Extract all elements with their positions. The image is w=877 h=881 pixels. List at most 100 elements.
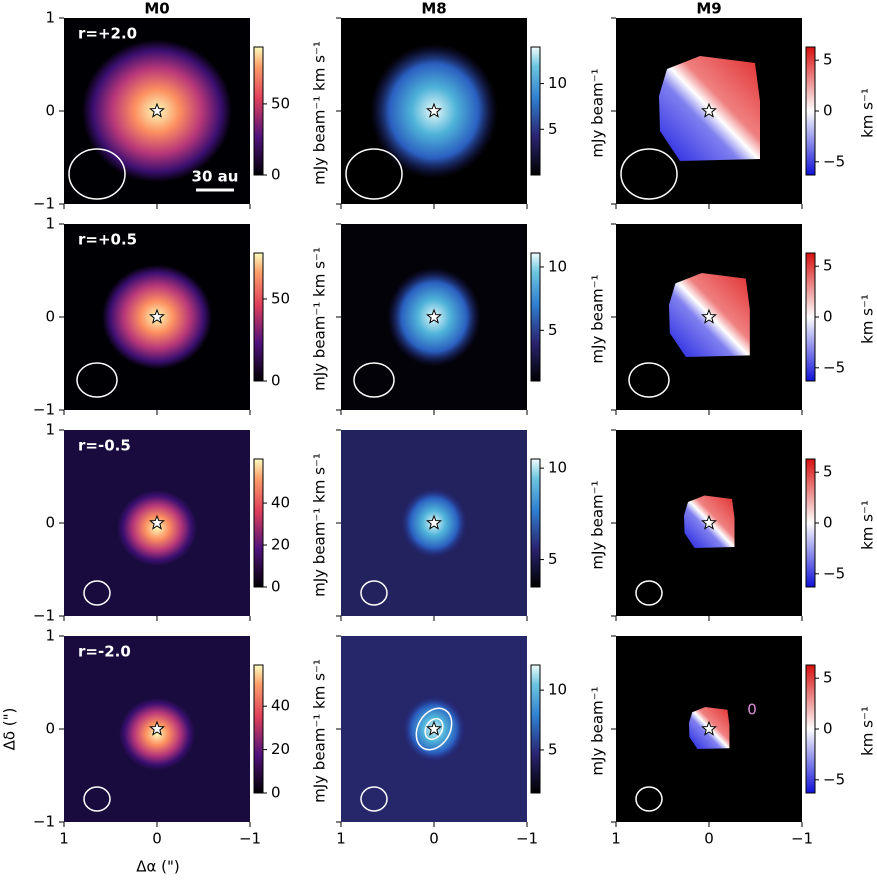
x-tick-label: −1 [239,830,261,848]
colorbar-tick-label: 5 [548,550,558,568]
beam [360,580,388,606]
colorbar [805,252,816,382]
colorbar [530,252,541,382]
star-marker [426,720,442,736]
colorbar-tick-label: 5 [823,463,833,481]
y-tick-label: −1 [33,813,55,831]
colorbar-tick-label: 0 [271,578,281,596]
x-axis-label: Δα (") [136,858,180,876]
colorbar-label: km s⁻¹ [859,294,877,344]
row-label: r=-0.5 [78,437,131,455]
colorbar-tick-label: 40 [271,697,290,715]
colorbar-tick-label: 0 [823,308,833,326]
colorbar-tick-label: −5 [823,564,845,582]
beam [628,362,670,398]
x-tick-label: 1 [611,830,621,848]
colorbar [253,458,264,588]
x-tick-label: −1 [791,830,813,848]
star-marker [701,308,717,324]
colorbar-tick-label: 10 [548,257,567,275]
beam [360,786,388,812]
beam [83,786,111,812]
star-marker [701,514,717,530]
colorbar-tick-label: 5 [823,669,833,687]
star-marker [149,308,165,324]
y-tick-label: 1 [45,421,55,439]
contour [424,717,444,741]
beam [68,148,126,200]
colorbar-tick-label: 40 [271,494,290,512]
colorbar-tick-label: 5 [548,120,558,138]
colorbar-tick-label: 20 [271,536,290,554]
colorbar [805,46,816,176]
colorbar-tick-label: 0 [271,166,281,184]
beam [76,362,118,398]
star-marker [149,720,165,736]
beam [345,148,403,200]
y-tick-label: −1 [33,607,55,625]
colorbar [530,46,541,176]
beam [83,580,111,606]
beam [635,786,663,812]
colorbar-tick-label: 0 [271,784,281,802]
colorbar-label: mJy beam⁻¹ km s⁻¹ [311,453,329,597]
star-marker [426,308,442,324]
beam [635,580,663,606]
star-marker [701,102,717,118]
scale-bar-label: 30 au [192,168,239,186]
contour-label: 0 [747,701,757,719]
star-marker [149,102,165,118]
colorbar-tick-label: 10 [548,681,567,699]
colorbar-label: km s⁻¹ [859,88,877,138]
x-tick-label: −1 [516,830,538,848]
emission-blob [119,697,195,771]
colorbar-label: km s⁻¹ [859,500,877,550]
y-tick-label: −1 [33,401,55,419]
colorbar-label: mJy beam⁻¹ [589,68,607,157]
star-marker [701,720,717,736]
colorbar [253,664,264,794]
colorbar-tick-label: 20 [271,740,290,758]
colorbar-tick-label: 0 [823,514,833,532]
y-tick-label: 1 [45,215,55,233]
row-label: r=+0.5 [78,231,137,249]
y-tick-label: 0 [45,308,55,326]
y-tick-label: −1 [33,195,55,213]
column-title: M0 [144,0,169,18]
emission-blob [117,490,197,566]
colorbar-tick-label: 5 [823,257,833,275]
colorbar [530,458,541,588]
beam [353,362,395,398]
y-tick-label: 1 [45,627,55,645]
colorbar-tick-label: −5 [823,358,845,376]
colorbar-tick-label: 5 [823,51,833,69]
y-tick-label: 1 [45,9,55,27]
y-tick-label: 0 [45,720,55,738]
colorbar [253,252,264,382]
star-marker [426,514,442,530]
row-label: r=+2.0 [78,25,137,43]
colorbar-label: mJy beam⁻¹ km s⁻¹ [311,41,329,185]
colorbar-tick-label: −5 [823,152,845,170]
colorbar-label: mJy beam⁻¹ [589,274,607,363]
colorbar-tick-label: 5 [548,740,558,758]
contour [415,707,453,751]
x-tick-label: 1 [336,830,346,848]
y-tick-label: 0 [45,514,55,532]
colorbar-tick-label: 50 [271,289,290,307]
column-title: M9 [696,0,721,18]
y-axis-label: Δδ (") [1,708,19,751]
colorbar-label: mJy beam⁻¹ [589,480,607,569]
colorbar [805,664,816,794]
colorbar-tick-label: 50 [271,94,290,112]
star-marker [426,102,442,118]
colorbar-tick-label: 0 [823,102,833,120]
x-tick-label: 1 [59,830,69,848]
colorbar-tick-label: −5 [823,770,845,788]
y-tick-label: 0 [45,102,55,120]
x-tick-label: 0 [152,830,162,848]
colorbar-label: mJy beam⁻¹ km s⁻¹ [311,659,329,803]
star-marker [149,514,165,530]
x-tick-label: 0 [704,830,714,848]
